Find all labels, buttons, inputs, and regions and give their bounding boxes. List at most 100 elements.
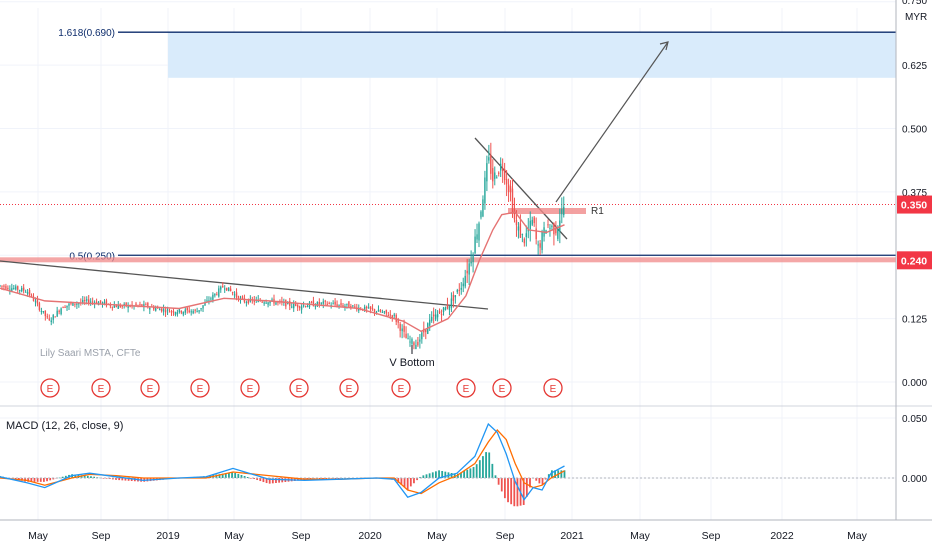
candle-body: [446, 304, 449, 309]
macd-hist-bar: [86, 475, 89, 478]
fib-1618-label: 1.618(0.690): [58, 28, 115, 39]
earnings-marker[interactable]: E: [91, 378, 111, 398]
earnings-marker[interactable]: E: [40, 378, 60, 398]
candle-body: [245, 302, 248, 304]
candle-body: [111, 306, 114, 308]
candle-body: [365, 306, 368, 309]
macd-hist-bar: [271, 478, 274, 484]
candle-body: [158, 309, 161, 311]
candle-body: [52, 315, 54, 320]
macd-hist-bar: [538, 478, 541, 484]
macd-hist-bar: [419, 476, 422, 478]
candle-body: [105, 300, 108, 306]
candle-body: [162, 308, 165, 312]
candle-body: [519, 223, 522, 238]
earnings-marker[interactable]: E: [456, 378, 476, 398]
candle-body: [291, 306, 293, 308]
price-tick-label: 0.500: [902, 125, 927, 136]
descending-trendline[interactable]: [0, 260, 489, 310]
candle-body: [285, 299, 287, 307]
candle-body: [322, 301, 324, 304]
candle-body: [371, 308, 374, 310]
earnings-marker[interactable]: E: [543, 378, 563, 398]
earnings-icon: [289, 378, 309, 398]
candle-body: [58, 310, 60, 313]
earnings-marker[interactable]: E: [492, 378, 512, 398]
macd-axis[interactable]: 0.050 0.000: [902, 414, 927, 485]
macd-hist-bar: [61, 476, 64, 478]
earnings-letter: E: [147, 384, 154, 395]
candle-body: [533, 217, 535, 224]
earnings-icon: [339, 378, 359, 398]
time-tick-label: Sep: [496, 530, 515, 542]
price-tick-label: 0.625: [902, 61, 927, 72]
candle-body: [306, 305, 309, 308]
macd-hist-bar: [413, 478, 415, 484]
candle-body: [551, 225, 553, 227]
macd-hist-bar: [83, 475, 86, 478]
candle-body: [379, 310, 382, 312]
candle-body: [494, 172, 496, 179]
candle-body: [204, 302, 206, 306]
macd-hist-bar: [231, 472, 233, 478]
candle-body: [265, 302, 267, 304]
support-band[interactable]: [0, 257, 896, 263]
earnings-letter: E: [197, 384, 204, 395]
macd-hist-bar: [265, 478, 268, 484]
macd-hist-bar: [444, 471, 447, 478]
macd-hist-bar: [497, 478, 500, 485]
macd-hist-bar: [425, 474, 428, 478]
macd-hist-bar: [27, 478, 30, 482]
time-axis[interactable]: May Sep 2019 May Sep 2020 May Sep 2021 May Sep 2022…: [28, 530, 868, 542]
macd-hist-bar: [466, 469, 469, 478]
candle-body: [220, 286, 222, 290]
macd-hist-bar: [460, 472, 462, 478]
earnings-marker[interactable]: E: [289, 378, 309, 398]
candle-body: [155, 308, 157, 311]
time-tick-label: Sep: [292, 530, 311, 542]
earnings-marker[interactable]: E: [240, 378, 260, 398]
candle-body: [298, 306, 301, 308]
macd-hist-bar: [46, 478, 48, 482]
resistance-r1-box[interactable]: [508, 208, 586, 214]
projection-arrow[interactable]: [555, 41, 669, 203]
price-axis[interactable]: 0.750 0.625 0.500 0.375 0.125 0.000: [902, 0, 927, 389]
earnings-icon: [240, 378, 260, 398]
candle-body: [72, 302, 74, 306]
candle-body: [563, 206, 565, 216]
earnings-marker[interactable]: E: [339, 378, 359, 398]
candle-body: [0, 285, 1, 287]
candle-body: [172, 311, 175, 313]
macd-line: [0, 422, 565, 501]
projection-arrowhead-icon: [659, 41, 669, 51]
macd-hist-bar: [422, 475, 425, 478]
candle-body: [440, 313, 443, 316]
macd-hist-bar: [535, 478, 538, 481]
candle-body: [225, 287, 228, 291]
macd-hist-bar: [400, 478, 403, 486]
candle-body: [332, 303, 334, 305]
macd-hist-bar: [485, 452, 487, 478]
price-tick-label: 0.375: [902, 188, 927, 199]
candle-body: [369, 306, 372, 310]
candle-body: [316, 301, 319, 307]
macd-hist-bar: [90, 476, 92, 478]
candle-body: [436, 314, 439, 318]
candle-body: [178, 308, 181, 313]
candle-body: [326, 303, 328, 305]
candle-body: [399, 323, 401, 331]
macd-hist-bar: [337, 478, 340, 479]
macd-hist-bar: [322, 478, 324, 479]
candle-body: [11, 288, 13, 292]
candle-body: [62, 307, 64, 309]
candle-body: [442, 307, 445, 313]
candle-body: [66, 305, 68, 308]
earnings-marker[interactable]: E: [190, 378, 210, 398]
earnings-marker[interactable]: E: [391, 378, 411, 398]
candle-body: [60, 308, 62, 315]
earnings-marker[interactable]: E: [140, 378, 160, 398]
macd-hist-bar: [224, 473, 227, 478]
candle-body: [206, 300, 208, 302]
